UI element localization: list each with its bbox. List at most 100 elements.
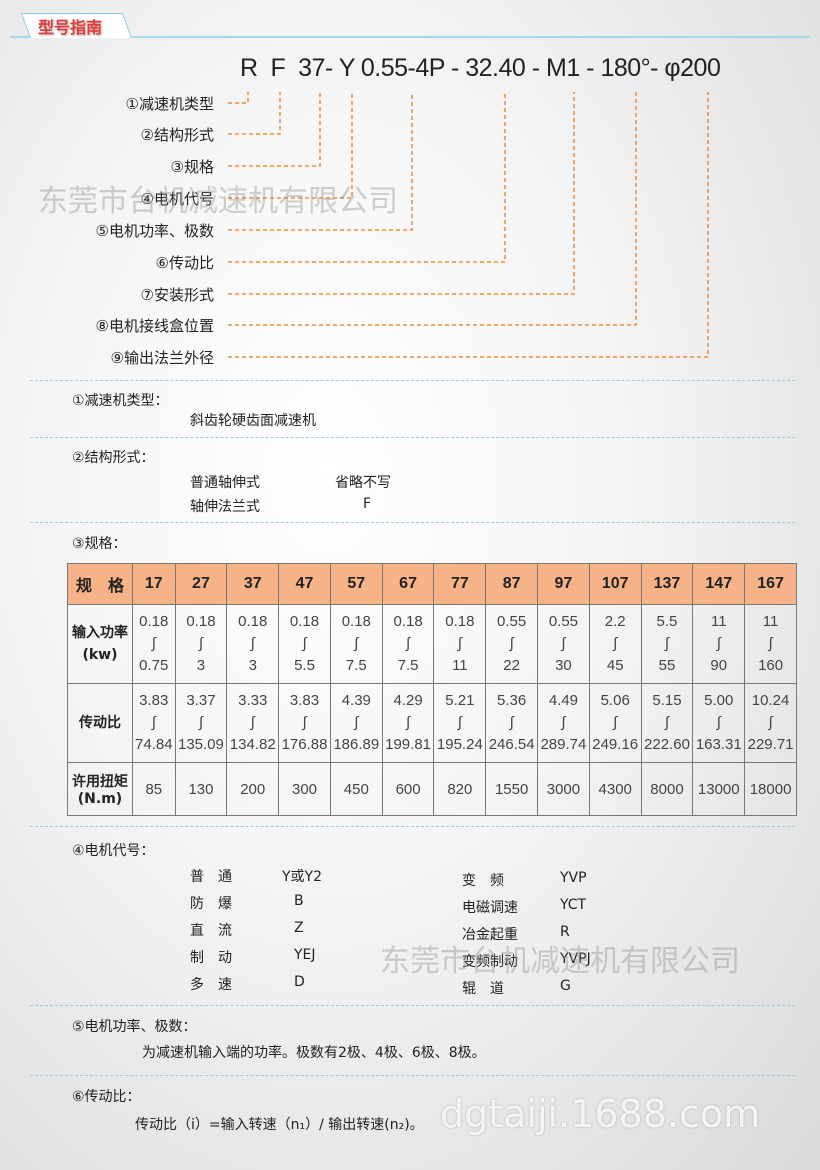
table-cell: 5.06 ∫ 249.16 xyxy=(588,683,642,763)
motor-code: YCT xyxy=(560,897,587,913)
motor-code: Y或Y2 xyxy=(282,869,323,885)
table-cell: 4.39 ∫ 186.89 xyxy=(329,683,383,763)
section-title: ⑤电机功率、极数： xyxy=(72,1019,197,1035)
motor-type: 普 通 xyxy=(190,869,232,885)
table-cell: 1550 xyxy=(485,762,539,816)
callout-line xyxy=(228,92,413,231)
motor-code: YEJ xyxy=(294,947,316,963)
structure-name: 轴伸法兰式 xyxy=(190,499,260,515)
motor-type: 变频制动 xyxy=(462,954,518,970)
structure-name: 普通轴伸式 xyxy=(190,475,260,491)
section-title: ④电机代号： xyxy=(72,843,155,859)
table-cell: 5.00 ∫ 163.31 xyxy=(692,683,746,763)
table-cell: 167 xyxy=(744,563,797,605)
callout-line xyxy=(228,92,506,263)
table-cell: 0.18 ∫ 3 xyxy=(174,604,228,684)
table-cell: 3000 xyxy=(537,762,590,816)
motor-code: G xyxy=(560,978,571,994)
table-cell: 13000 xyxy=(692,762,746,816)
section-text: 斜齿轮硬齿面减速机 xyxy=(190,413,316,429)
section-title: ②结构形式： xyxy=(72,450,155,466)
header-title: 型号指南 xyxy=(38,18,103,37)
spec-table: 规 格 17 27 37 47 57 67 77 87 97 107 137 147 167 输入功率 (k… xyxy=(67,563,797,816)
watermark-site: dgtaiji.1688.com xyxy=(440,1092,761,1136)
table-cell: 0.18 ∫ 11 xyxy=(433,604,487,684)
callout-label: ②结构形式 xyxy=(140,126,214,144)
table-cell: 450 xyxy=(329,762,383,816)
callout-label: ③规格 xyxy=(170,158,214,176)
model-code: R F 37- Y 0.55-4P - 32.40 - M1 - 180°- φ… xyxy=(240,54,721,82)
table-cell: 11 ∫ 160 xyxy=(744,604,797,684)
motor-type: 冶金起重 xyxy=(462,927,518,943)
motor-type: 直 流 xyxy=(190,923,232,939)
motor-type: 变 频 xyxy=(462,873,504,889)
motor-type: 防 爆 xyxy=(190,896,232,912)
table-cell: 820 xyxy=(433,762,487,816)
callout-line xyxy=(228,92,709,358)
table-cell: 600 xyxy=(381,762,435,816)
section-title: ①减速机类型： xyxy=(72,393,169,409)
callout-line xyxy=(228,92,281,135)
header-line xyxy=(10,36,810,38)
table-cell: 97 xyxy=(537,563,590,605)
callout-line xyxy=(228,92,321,167)
divider xyxy=(30,522,795,523)
table-cell: 3.83 ∫ 176.88 xyxy=(278,683,331,763)
motor-code: YVPJ xyxy=(560,951,591,967)
table-cell: 67 xyxy=(381,563,435,605)
motor-type: 电磁调速 xyxy=(462,900,518,916)
row-header: 许用扭矩 (N.m) xyxy=(67,762,133,816)
table-cell: 3.83 ∫ 74.84 xyxy=(132,683,176,763)
table-cell: 4.49 ∫ 289.74 xyxy=(537,683,590,763)
table-cell: 85 xyxy=(132,762,176,816)
table-cell: 8000 xyxy=(640,762,694,816)
watermark-company: 东莞市台机减速机有限公司 xyxy=(38,184,398,219)
callout-line xyxy=(228,92,637,326)
callout-lines xyxy=(228,92,709,358)
table-cell: 147 xyxy=(692,563,746,605)
callout-line xyxy=(228,92,575,295)
callout-label: ⑦安装形式 xyxy=(140,286,214,304)
callout-label: ⑤电机功率、极数 xyxy=(95,222,214,240)
header-cell: 规 格 xyxy=(67,563,133,605)
table-cell: 27 xyxy=(174,563,228,605)
table-cell: 4.29 ∫ 199.81 xyxy=(381,683,435,763)
callout-label: ⑧电机接线盒位置 xyxy=(95,317,214,335)
callout-label: ⑨输出法兰外径 xyxy=(110,349,214,367)
watermark-company: 东莞市台机减速机有限公司 xyxy=(380,944,740,979)
table-cell: 5.36 ∫ 246.54 xyxy=(485,683,539,763)
table-cell: 37 xyxy=(226,563,280,605)
motor-code: B xyxy=(294,893,304,909)
table-cell: 0.18 ∫ 3 xyxy=(226,604,280,684)
callout-label: ④电机代号 xyxy=(140,190,214,208)
table-cell: 11 ∫ 90 xyxy=(692,604,746,684)
row-header: 传动比 xyxy=(67,683,133,763)
table-cell: 3.33 ∫ 134.82 xyxy=(226,683,280,763)
table-cell: 57 xyxy=(329,563,383,605)
motor-code: YVP xyxy=(560,870,587,886)
table-cell: 0.55 ∫ 30 xyxy=(537,604,590,684)
section-text: 传动比（i）=输入转速（n₁）/ 输出转速(n₂)。 xyxy=(135,1117,424,1133)
table-cell: 137 xyxy=(640,563,694,605)
table-cell: 5.21 ∫ 195.24 xyxy=(433,683,487,763)
section-title: ⑥传动比： xyxy=(72,1089,141,1105)
motor-code: D xyxy=(294,974,305,990)
callout-label: ①减速机类型 xyxy=(125,95,214,113)
section-title: ③规格： xyxy=(72,536,127,552)
table-cell: 5.15 ∫ 222.60 xyxy=(640,683,694,763)
row-header: 输入功率 (kw) xyxy=(67,604,133,684)
table-cell: 0.55 ∫ 22 xyxy=(485,604,539,684)
table-cell: 10.24 ∫ 229.71 xyxy=(744,683,797,763)
table-cell: 3.37 ∫ 135.09 xyxy=(174,683,228,763)
divider xyxy=(30,826,795,827)
table-cell: 2.2 ∫ 45 xyxy=(588,604,642,684)
table-cell: 0.18 ∫ 5.5 xyxy=(278,604,331,684)
motor-code: R xyxy=(560,924,570,940)
callout-label: ⑥传动比 xyxy=(155,254,214,272)
section-text: 为减速机输入端的功率。极数有2极、4极、6极、8极。 xyxy=(142,1045,486,1061)
callout-line xyxy=(228,92,249,104)
table-cell: 300 xyxy=(278,762,331,816)
table-cell: 0.18 ∫ 0.75 xyxy=(132,604,176,684)
divider xyxy=(30,1075,795,1076)
